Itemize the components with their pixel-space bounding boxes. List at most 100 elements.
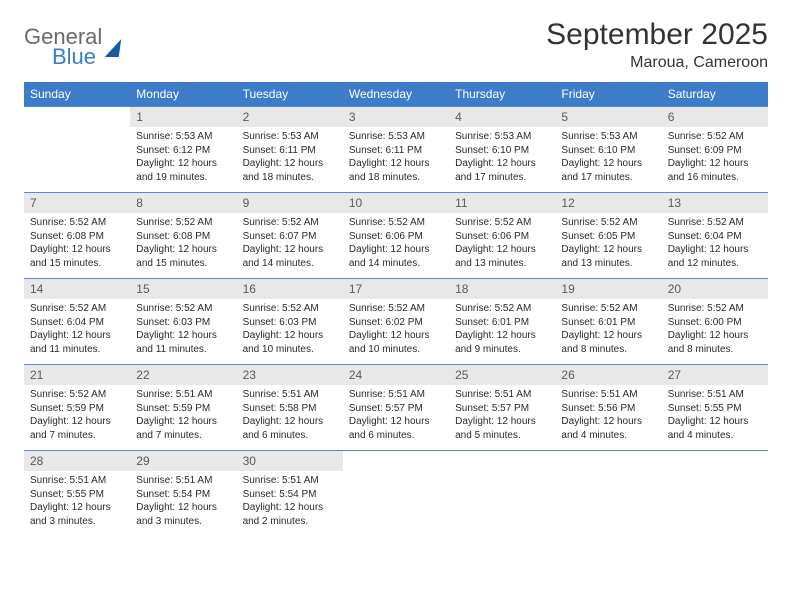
day-details: Sunrise: 5:51 AMSunset: 5:58 PMDaylight:… — [237, 385, 343, 446]
day-detail-line: Daylight: 12 hours and 8 minutes. — [668, 329, 762, 356]
day-detail-line: Sunset: 5:54 PM — [243, 488, 337, 502]
day-detail-line: Sunset: 5:54 PM — [136, 488, 230, 502]
day-detail-line: Daylight: 12 hours and 2 minutes. — [243, 501, 337, 528]
day-details: Sunrise: 5:52 AMSunset: 6:03 PMDaylight:… — [237, 299, 343, 360]
day-detail-line: Daylight: 12 hours and 6 minutes. — [243, 415, 337, 442]
logo-triangle-icon — [105, 39, 122, 57]
day-detail-line: Sunrise: 5:51 AM — [668, 388, 762, 402]
calendar-day-cell — [555, 451, 661, 537]
day-detail-line: Sunrise: 5:52 AM — [668, 216, 762, 230]
day-detail-line: Sunset: 6:12 PM — [136, 144, 230, 158]
day-number: 22 — [130, 365, 236, 385]
calendar-day-cell: 12Sunrise: 5:52 AMSunset: 6:05 PMDayligh… — [555, 193, 661, 279]
day-detail-line: Sunset: 5:57 PM — [349, 402, 443, 416]
day-details: Sunrise: 5:52 AMSunset: 6:01 PMDaylight:… — [449, 299, 555, 360]
calendar-day-cell — [24, 107, 130, 193]
day-details: Sunrise: 5:52 AMSunset: 6:06 PMDaylight:… — [343, 213, 449, 274]
day-detail-line: Daylight: 12 hours and 17 minutes. — [561, 157, 655, 184]
day-number: 2 — [237, 107, 343, 127]
day-header: Wednesday — [343, 82, 449, 107]
day-number: 18 — [449, 279, 555, 299]
calendar-day-cell: 8Sunrise: 5:52 AMSunset: 6:08 PMDaylight… — [130, 193, 236, 279]
day-number: 26 — [555, 365, 661, 385]
day-header: Saturday — [662, 82, 768, 107]
day-detail-line: Sunrise: 5:52 AM — [561, 216, 655, 230]
day-number: 10 — [343, 193, 449, 213]
calendar-day-cell: 28Sunrise: 5:51 AMSunset: 5:55 PMDayligh… — [24, 451, 130, 537]
day-number: 15 — [130, 279, 236, 299]
calendar-day-cell: 20Sunrise: 5:52 AMSunset: 6:00 PMDayligh… — [662, 279, 768, 365]
day-number: 7 — [24, 193, 130, 213]
day-detail-line: Sunset: 6:10 PM — [561, 144, 655, 158]
day-detail-line: Sunset: 6:11 PM — [349, 144, 443, 158]
day-details: Sunrise: 5:52 AMSunset: 6:03 PMDaylight:… — [130, 299, 236, 360]
calendar-day-cell: 29Sunrise: 5:51 AMSunset: 5:54 PMDayligh… — [130, 451, 236, 537]
calendar-day-cell: 30Sunrise: 5:51 AMSunset: 5:54 PMDayligh… — [237, 451, 343, 537]
day-details: Sunrise: 5:52 AMSunset: 6:08 PMDaylight:… — [24, 213, 130, 274]
day-detail-line: Sunrise: 5:51 AM — [561, 388, 655, 402]
day-detail-line: Sunrise: 5:52 AM — [668, 130, 762, 144]
day-detail-line: Sunrise: 5:53 AM — [349, 130, 443, 144]
day-detail-line: Daylight: 12 hours and 10 minutes. — [243, 329, 337, 356]
day-number — [24, 107, 130, 127]
day-detail-line: Sunrise: 5:52 AM — [136, 216, 230, 230]
day-number: 20 — [662, 279, 768, 299]
calendar-day-cell: 3 Sunrise: 5:53 AMSunset: 6:11 PMDaylight… — [343, 107, 449, 193]
day-detail-line: Daylight: 12 hours and 16 minutes. — [668, 157, 762, 184]
day-detail-line: Sunrise: 5:52 AM — [243, 216, 337, 230]
day-detail-line: Sunrise: 5:51 AM — [136, 474, 230, 488]
day-detail-line: Sunset: 6:04 PM — [30, 316, 124, 330]
day-number: 16 — [237, 279, 343, 299]
day-details: Sunrise: 5:52 AMSunset: 6:04 PMDaylight:… — [662, 213, 768, 274]
calendar-week-row: 21Sunrise: 5:52 AMSunset: 5:59 PMDayligh… — [24, 365, 768, 451]
day-detail-line: Sunset: 5:56 PM — [561, 402, 655, 416]
calendar-day-cell: 21Sunrise: 5:52 AMSunset: 5:59 PMDayligh… — [24, 365, 130, 451]
day-header: Tuesday — [237, 82, 343, 107]
day-header: Thursday — [449, 82, 555, 107]
logo-word2: Blue — [52, 46, 102, 68]
day-detail-line: Sunset: 6:03 PM — [243, 316, 337, 330]
day-detail-line: Sunrise: 5:53 AM — [455, 130, 549, 144]
day-detail-line: Sunrise: 5:53 AM — [561, 130, 655, 144]
day-detail-line: Sunrise: 5:52 AM — [455, 302, 549, 316]
day-detail-line: Sunrise: 5:52 AM — [243, 302, 337, 316]
day-number: 23 — [237, 365, 343, 385]
calendar-table: SundayMondayTuesdayWednesdayThursdayFrid… — [24, 82, 768, 537]
day-detail-line: Sunset: 5:59 PM — [136, 402, 230, 416]
day-detail-line: Sunrise: 5:51 AM — [349, 388, 443, 402]
day-detail-line: Daylight: 12 hours and 15 minutes. — [136, 243, 230, 270]
day-detail-line: Daylight: 12 hours and 19 minutes. — [136, 157, 230, 184]
day-header: Sunday — [24, 82, 130, 107]
day-number: 24 — [343, 365, 449, 385]
day-detail-line: Sunrise: 5:53 AM — [243, 130, 337, 144]
day-detail-line: Daylight: 12 hours and 6 minutes. — [349, 415, 443, 442]
calendar-week-row: 28Sunrise: 5:51 AMSunset: 5:55 PMDayligh… — [24, 451, 768, 537]
day-detail-line: Sunset: 6:06 PM — [349, 230, 443, 244]
calendar-day-cell — [343, 451, 449, 537]
day-details: Sunrise: 5:52 AMSunset: 6:07 PMDaylight:… — [237, 213, 343, 274]
day-details — [449, 471, 555, 478]
day-detail-line: Daylight: 12 hours and 13 minutes. — [455, 243, 549, 270]
day-detail-line: Sunset: 5:58 PM — [243, 402, 337, 416]
day-detail-line: Daylight: 12 hours and 10 minutes. — [349, 329, 443, 356]
day-number: 3 — [343, 107, 449, 127]
day-number: 13 — [662, 193, 768, 213]
calendar-week-row: 7Sunrise: 5:52 AMSunset: 6:08 PMDaylight… — [24, 193, 768, 279]
day-number: 21 — [24, 365, 130, 385]
day-number: 1 — [130, 107, 236, 127]
day-detail-line: Daylight: 12 hours and 4 minutes. — [561, 415, 655, 442]
day-details: Sunrise: 5:51 AMSunset: 5:55 PMDaylight:… — [24, 471, 130, 532]
day-number: 14 — [24, 279, 130, 299]
calendar-day-cell — [662, 451, 768, 537]
calendar-day-cell: 15Sunrise: 5:52 AMSunset: 6:03 PMDayligh… — [130, 279, 236, 365]
day-detail-line: Sunset: 6:01 PM — [561, 316, 655, 330]
day-detail-line: Sunrise: 5:51 AM — [243, 474, 337, 488]
day-detail-line: Daylight: 12 hours and 7 minutes. — [136, 415, 230, 442]
day-details — [662, 471, 768, 478]
day-detail-line: Daylight: 12 hours and 18 minutes. — [349, 157, 443, 184]
day-details: Sunrise: 5:53 AMSunset: 6:11 PMDaylight:… — [237, 127, 343, 188]
day-detail-line: Sunset: 6:08 PM — [136, 230, 230, 244]
day-details: Sunrise: 5:53 AMSunset: 6:10 PMDaylight:… — [449, 127, 555, 188]
day-number: 12 — [555, 193, 661, 213]
calendar-day-cell: 10Sunrise: 5:52 AMSunset: 6:06 PMDayligh… — [343, 193, 449, 279]
